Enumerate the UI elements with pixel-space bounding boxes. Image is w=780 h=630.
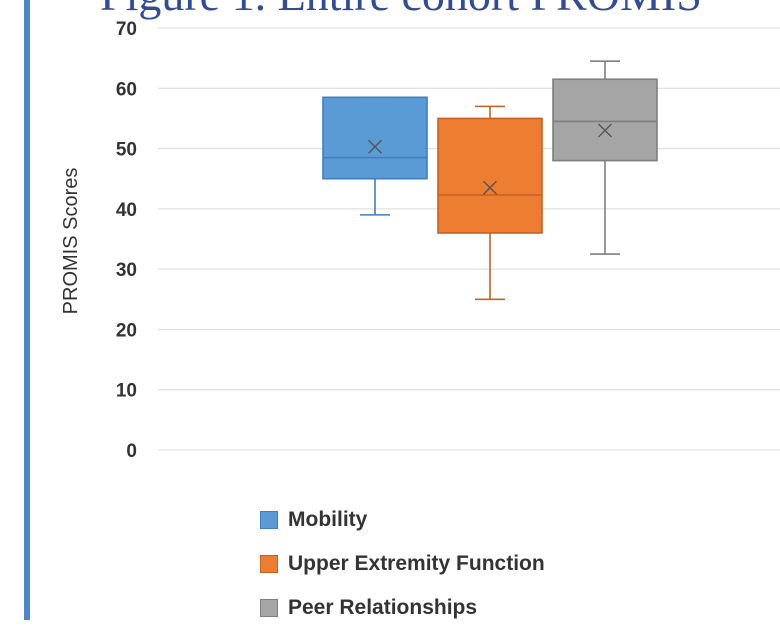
- legend-item-upper-extremity: Upper Extremity Function: [260, 542, 545, 586]
- mean-marker-b-upper-extremity-function: [483, 180, 497, 195]
- y-tick-label-70: 70: [116, 19, 137, 40]
- iqr-box-mobility: [322, 96, 428, 180]
- y-axis-label: PROMIS Scores: [60, 168, 82, 315]
- legend-item-mobility: Mobility: [260, 498, 545, 542]
- box-plot-chart: 0 10 20 30 40 50 60 70 PROMIS Scores: [60, 19, 780, 462]
- mean-marker-b-mobility: [368, 139, 382, 154]
- y-tick-label-30: 30: [116, 260, 137, 281]
- left-accent-rule: [24, 0, 30, 620]
- y-tick-label-10: 10: [116, 381, 137, 402]
- y-tick-label-40: 40: [116, 200, 137, 221]
- boxes: [322, 60, 658, 301]
- box-peer-relationships: [552, 60, 658, 255]
- legend-item-peer-relationships: Peer Relationships: [260, 586, 545, 630]
- y-tick-label-60: 60: [116, 79, 137, 100]
- y-tick-label-50: 50: [116, 140, 137, 161]
- legend: Mobility Upper Extremity Function Peer R…: [260, 498, 545, 630]
- gridlines: [158, 27, 780, 451]
- legend-label-upper-extremity: Upper Extremity Function: [288, 552, 545, 575]
- y-axis-ticks: 0 10 20 30 40 50 60 70: [116, 19, 137, 462]
- legend-label-mobility: Mobility: [288, 508, 368, 531]
- mean-marker-b-peer-relationships: [598, 123, 612, 138]
- figure-title: Figure 1. Entire cohort PROMIS: [100, 0, 702, 18]
- legend-swatch-mobility: [260, 511, 278, 529]
- iqr-box-upper-extremity-function: [437, 117, 543, 234]
- box-upper-extremity-function: [437, 105, 543, 301]
- y-tick-label-20: 20: [116, 320, 137, 341]
- legend-label-peer-relationships: Peer Relationships: [288, 596, 478, 619]
- y-tick-label-0: 0: [126, 441, 137, 462]
- iqr-box-peer-relationships: [552, 78, 658, 162]
- legend-swatch-peer-relationships: [260, 599, 278, 617]
- box-mobility: [322, 96, 428, 216]
- legend-swatch-upper-extremity: [260, 555, 278, 573]
